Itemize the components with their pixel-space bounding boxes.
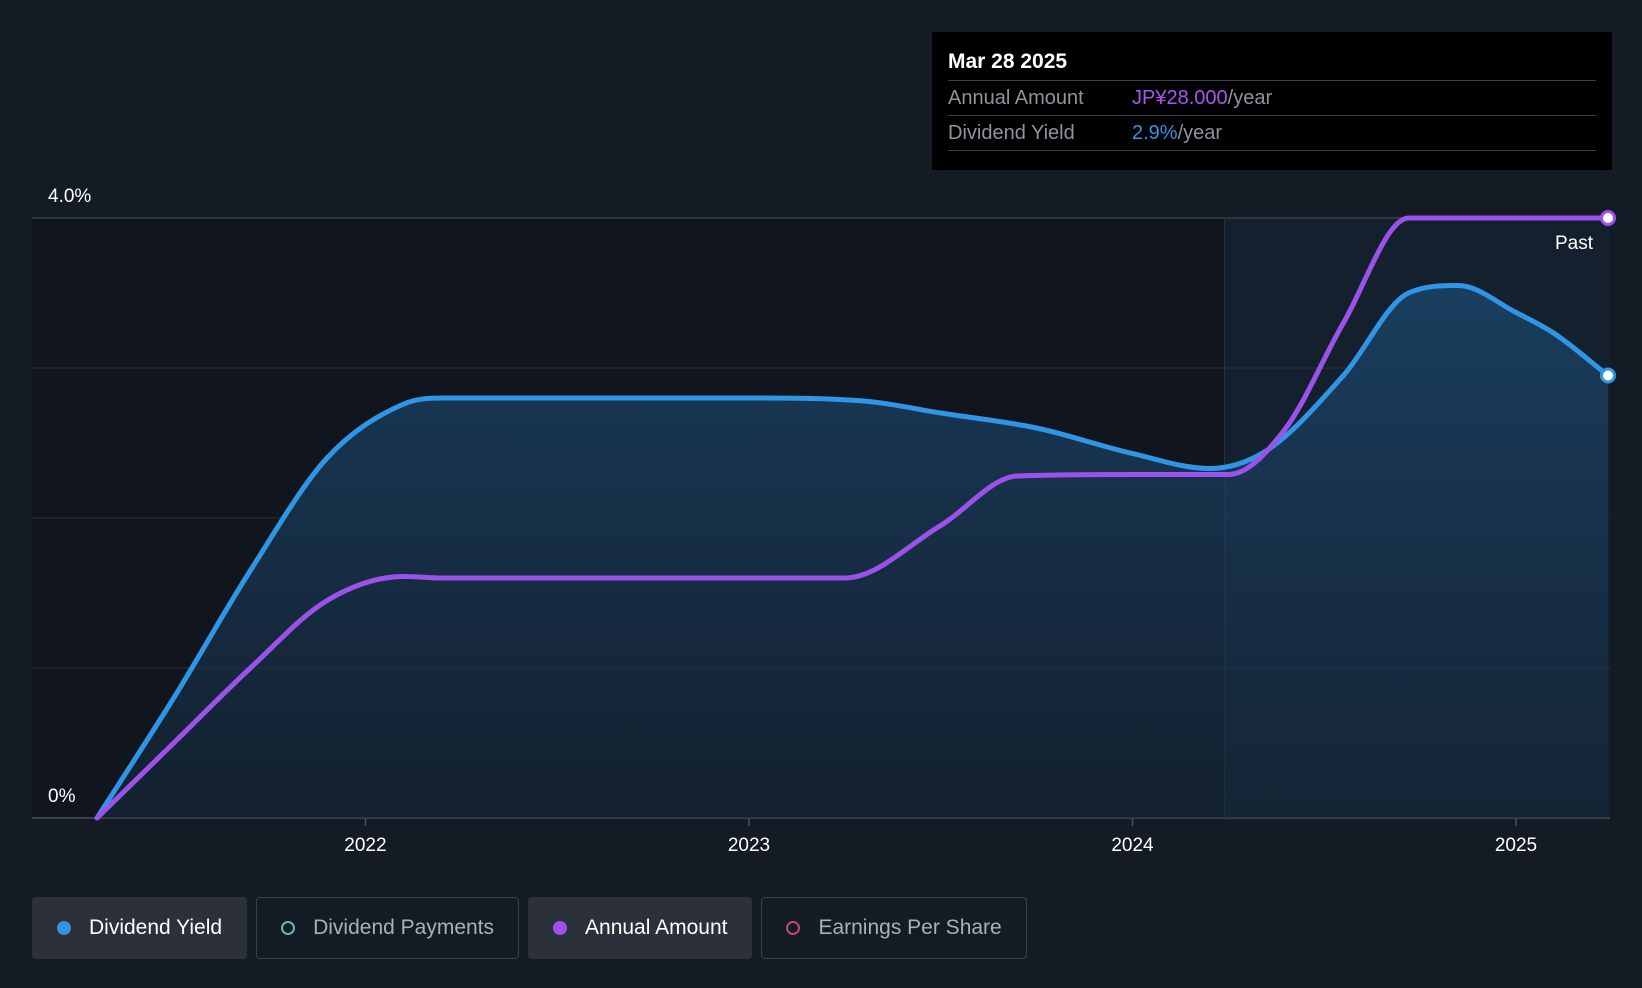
x-axis-label: 2025	[1495, 835, 1537, 856]
dividend-yield-dot-icon	[57, 921, 71, 935]
tooltip-unit: /year	[1177, 122, 1223, 144]
tooltip-label: Annual Amount	[948, 87, 1084, 109]
legend-item-dividend-yield[interactable]: Dividend Yield	[32, 897, 248, 959]
earnings-per-share-ring-icon	[786, 921, 801, 935]
annual-amount-dot-icon	[553, 921, 568, 935]
legend-label: Earnings Per Share	[818, 916, 1002, 939]
legend-item-earnings-per-share[interactable]: Earnings Per Share	[761, 897, 1027, 959]
dividend-payments-ring-icon	[281, 921, 296, 935]
dividend-yield-line	[94, 283, 1611, 821]
tooltip-label: Dividend Yield	[948, 122, 1075, 144]
x-axis-label: 2024	[1111, 835, 1154, 856]
legend-label: Annual Amount	[585, 916, 728, 939]
tooltip-row-dividend-yield: Dividend Yield 2.9% /year	[948, 116, 1596, 151]
dividend-yield-end-marker	[1600, 367, 1616, 384]
past-label: Past	[1555, 233, 1594, 254]
x-axis-label: 2023	[728, 835, 770, 856]
legend-item-dividend-payments[interactable]: Dividend Payments	[256, 897, 520, 959]
dividend-yield-area	[97, 285, 1608, 818]
tooltip-row-annual-amount: Annual Amount JP¥28.000 /year	[948, 81, 1596, 116]
annual-amount-end-marker	[1600, 210, 1616, 226]
annual-amount-line	[94, 215, 1611, 821]
tooltip-unit: /year	[1227, 87, 1273, 109]
legend-label: Dividend Payments	[313, 916, 495, 939]
y-axis-label-max: 4.0%	[48, 186, 91, 207]
x-axis-label: 2022	[344, 835, 386, 856]
legend-item-annual-amount[interactable]: Annual Amount	[528, 897, 753, 959]
tooltip: Mar 28 2025 Annual Amount JP¥28.000 /yea…	[932, 32, 1612, 170]
tooltip-value: 2.9%	[1132, 122, 1178, 144]
legend: Dividend Yield Dividend Payments Annual …	[32, 897, 1027, 959]
legend-label: Dividend Yield	[89, 916, 223, 939]
y-axis-label-min: 0%	[48, 786, 76, 807]
tooltip-value: JP¥28.000	[1132, 87, 1228, 109]
tooltip-date: Mar 28 2025	[948, 46, 1596, 81]
